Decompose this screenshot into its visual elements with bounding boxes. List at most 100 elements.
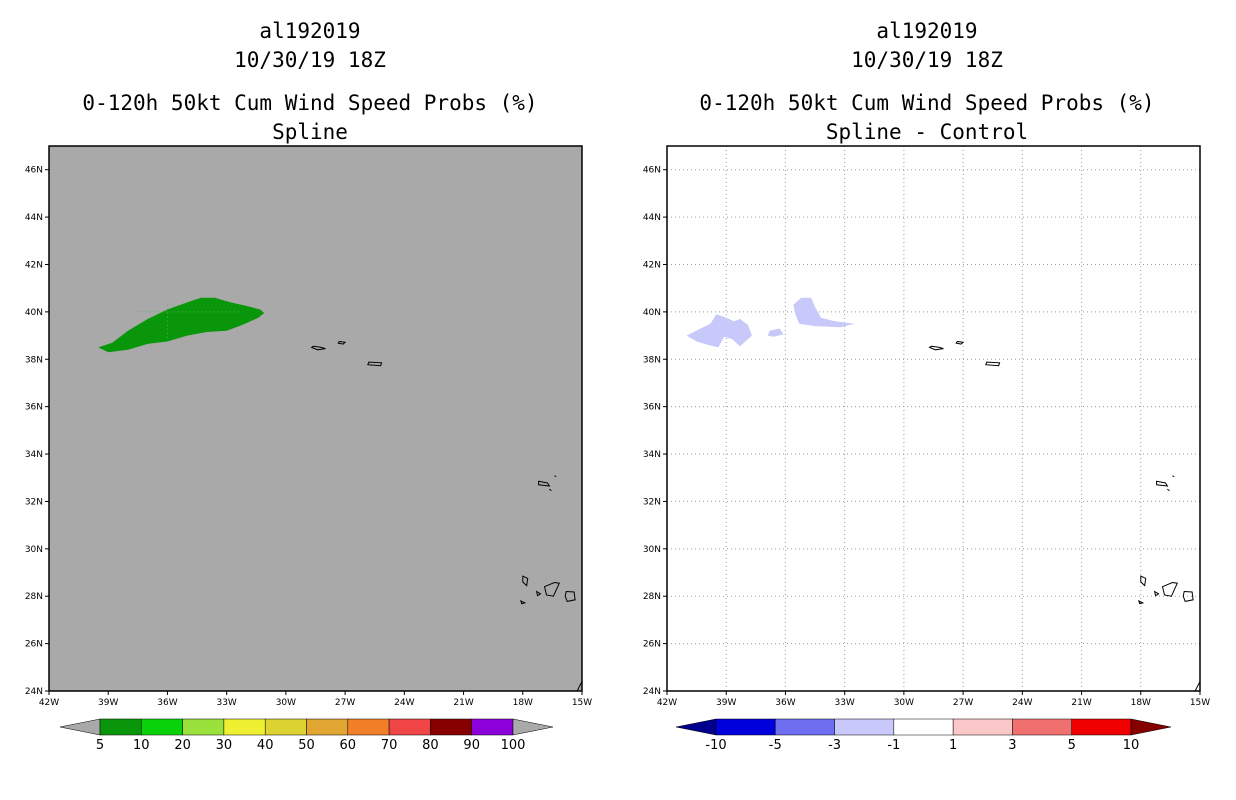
x-tick-label: 39W [98, 698, 118, 708]
colorbar-label: 10 [133, 738, 150, 753]
x-tick-label: 24W [394, 698, 414, 708]
x-tick-label: 36W [775, 698, 795, 708]
coastline-island [337, 340, 347, 345]
coastline-island [1153, 590, 1160, 597]
colorbar-box [141, 718, 183, 736]
colorbar-label: 80 [422, 738, 439, 753]
coastline-island [519, 600, 527, 605]
coastline-island [554, 475, 557, 478]
x-tick-label: 27W [335, 698, 355, 708]
colorbar-under-arrow [675, 718, 717, 736]
x-tick-label: 33W [216, 698, 236, 708]
y-tick-label: 42N [643, 260, 661, 270]
colorbar-box [1012, 718, 1072, 736]
colorbar-box [264, 718, 307, 736]
right-colorbar: -10 -5 -3 -1 1 3 5 10 [675, 718, 1172, 753]
colorbar-box [893, 718, 954, 736]
right-title-datetime: 10/30/19 18Z [851, 48, 1003, 72]
right-chart-title: 0-120h 50kt Cum Wind Speed Probs (%) [699, 91, 1155, 115]
colorbar-under-arrow [59, 718, 101, 736]
map-background [667, 146, 1200, 691]
coastline-island [1172, 475, 1175, 478]
map-background [49, 146, 582, 691]
left-chart-subtitle: Spline [272, 120, 348, 144]
colorbar-box [223, 718, 266, 736]
coastline-island [564, 590, 576, 602]
coastline-island [576, 681, 583, 692]
coastline-island [1194, 681, 1201, 692]
x-tick-label: 30W [894, 698, 914, 708]
colorbar-box [182, 718, 225, 736]
coastline-island [955, 340, 965, 345]
colorbar-label: -3 [828, 738, 841, 753]
right-map-panel: 42W 39W 36W 33W 30W 27W 24W 21W 18W 15W 24N 26N 28N 3… [643, 145, 1210, 708]
y-tick-label: 46N [643, 166, 661, 176]
y-tick-label: 28N [25, 592, 43, 602]
coastline-island [1167, 488, 1170, 492]
x-tick-label: 27W [953, 698, 973, 708]
probability-region [98, 297, 265, 353]
y-tick-label: 34N [25, 450, 43, 460]
y-tick-label: 44N [25, 213, 43, 223]
y-tick-label: 28N [643, 592, 661, 602]
probability-region [767, 328, 784, 337]
x-tick-label: 15W [1190, 698, 1210, 708]
colorbar-box [952, 718, 1013, 736]
colorbar-label: 100 [501, 738, 526, 753]
colorbar-label: 60 [340, 738, 357, 753]
colorbar-box [715, 718, 776, 736]
left-title-datetime: 10/30/19 18Z [234, 48, 386, 72]
colorbar-over-arrow [1130, 718, 1172, 736]
left-title-storm-id: al192019 [259, 19, 361, 43]
colorbar-over-arrow [512, 718, 554, 736]
x-tick-label: 21W [1071, 698, 1091, 708]
probability-region [793, 297, 855, 328]
colorbar-label: 30 [216, 738, 233, 753]
left-map-panel: 42W 39W 36W 33W 30W 27W 24W 21W 18W 15W 24N 26N 28N 3… [25, 145, 592, 708]
map-frame [666, 145, 1201, 692]
map-frame [48, 145, 583, 692]
y-tick-label: 42N [25, 260, 43, 270]
probability-region [686, 314, 752, 348]
x-tick-label: 42W [39, 698, 59, 708]
y-tick-label: 38N [25, 355, 43, 365]
colorbar-label: 50 [298, 738, 315, 753]
y-tick-label: 24N [643, 687, 661, 697]
x-tick-label: 39W [716, 698, 736, 708]
colorbar-label: 1 [949, 738, 957, 753]
coastline-island [535, 590, 542, 597]
y-tick-label: 26N [643, 640, 661, 650]
y-tick-label: 36N [643, 403, 661, 413]
coastline-island [1156, 480, 1169, 487]
colorbar-box [471, 718, 514, 736]
y-tick-label: 24N [25, 687, 43, 697]
y-tick-label: 40N [643, 308, 661, 318]
colorbar-box [430, 718, 472, 736]
colorbar-label: 10 [1123, 738, 1140, 753]
y-tick-label: 46N [25, 166, 43, 176]
y-tick-label: 36N [25, 403, 43, 413]
left-colorbar: 5 10 20 30 40 50 60 70 80 90 100 [59, 718, 554, 753]
y-tick-label: 44N [643, 213, 661, 223]
colorbar-box [99, 718, 142, 736]
x-tick-label: 42W [657, 698, 677, 708]
colorbar-box [347, 718, 390, 736]
coastline-island [1140, 575, 1147, 587]
coastline-island [1137, 600, 1145, 605]
x-tick-label: 15W [572, 698, 592, 708]
x-tick-label: 24W [1012, 698, 1032, 708]
colorbar-label: 90 [463, 738, 480, 753]
x-tick-label: 30W [276, 698, 296, 708]
coastline-island [549, 488, 552, 492]
colorbar-box [834, 718, 895, 736]
colorbar-label: -1 [887, 738, 900, 753]
coastline-island [985, 361, 1001, 367]
right-chart-subtitle: Spline - Control [825, 120, 1029, 144]
coastline-island [310, 345, 326, 351]
x-tick-label: 33W [834, 698, 854, 708]
coastline-island [1161, 581, 1179, 597]
coastline-island [367, 361, 383, 367]
colorbar-label: 3 [1008, 738, 1016, 753]
colorbar-box [388, 718, 431, 736]
